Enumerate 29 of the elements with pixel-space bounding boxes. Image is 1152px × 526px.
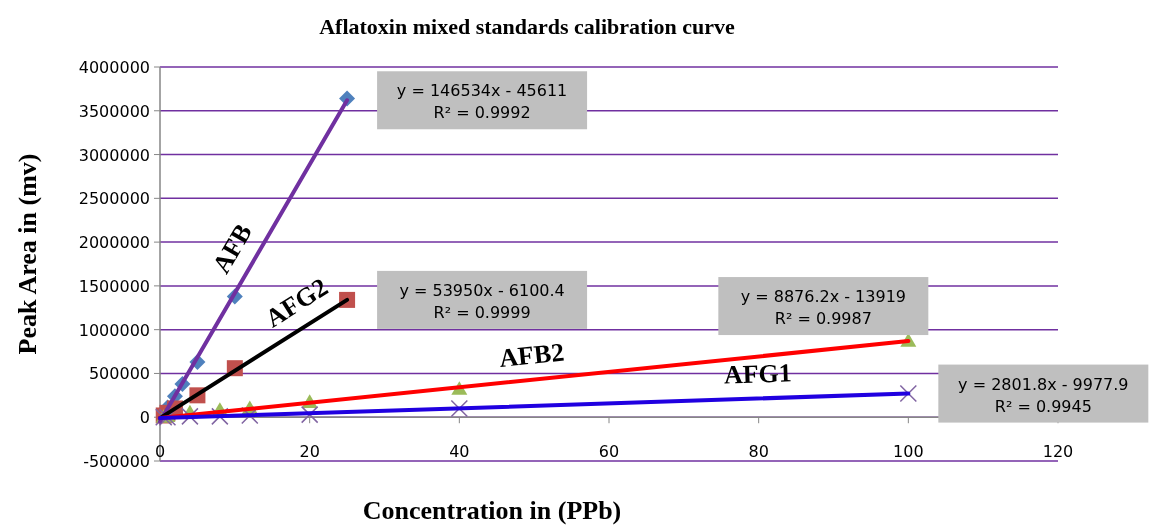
point — [300, 405, 319, 424]
x-tick-label: 60 — [598, 442, 620, 462]
x-tick-label: 120 — [1042, 442, 1074, 462]
y-tick-label: 1000000 — [78, 320, 150, 340]
x-tick-label: 100 — [893, 442, 924, 462]
x-tick-label: 80 — [748, 442, 769, 462]
y-tick-label: 500000 — [88, 364, 150, 384]
annotation: y = 2801.8x - 9977.9 R² = 0.9945 — [958, 374, 1129, 416]
x-tick-label: 0 — [154, 442, 166, 462]
x-tick-label: 20 — [299, 442, 320, 462]
y-tick-label: 4000000 — [78, 58, 150, 77]
y-tick-label: 1500000 — [78, 276, 150, 296]
chart-title: Aflatoxin mixed standards calibration curve — [319, 14, 735, 39]
point — [241, 406, 259, 425]
annotation: y = 53950x - 6100.4 R² = 0.9999 — [399, 280, 565, 322]
point — [450, 399, 469, 418]
y-tick-label: 3000000 — [78, 145, 150, 165]
point — [899, 384, 918, 403]
y-tick-label: 0 — [139, 408, 150, 428]
y-tick-label: 2500000 — [78, 189, 150, 209]
annotation: y = 8876.2x - 13919 R² = 0.9987 — [740, 287, 907, 329]
y-axis-title: Peak Area in (mv) — [13, 153, 42, 355]
y-tick-label: 2000000 — [78, 233, 150, 253]
y-tick-label: 3500000 — [78, 101, 150, 121]
annotation: y = 146534x - 45611 R² = 0.9992 — [396, 81, 568, 123]
x-tick-label: 40 — [449, 442, 470, 462]
text: AFB2 — [497, 337, 566, 373]
y-tick-label: -500000 — [83, 452, 150, 471]
x-axis-title: Concentration in (PPb) — [362, 496, 622, 525]
